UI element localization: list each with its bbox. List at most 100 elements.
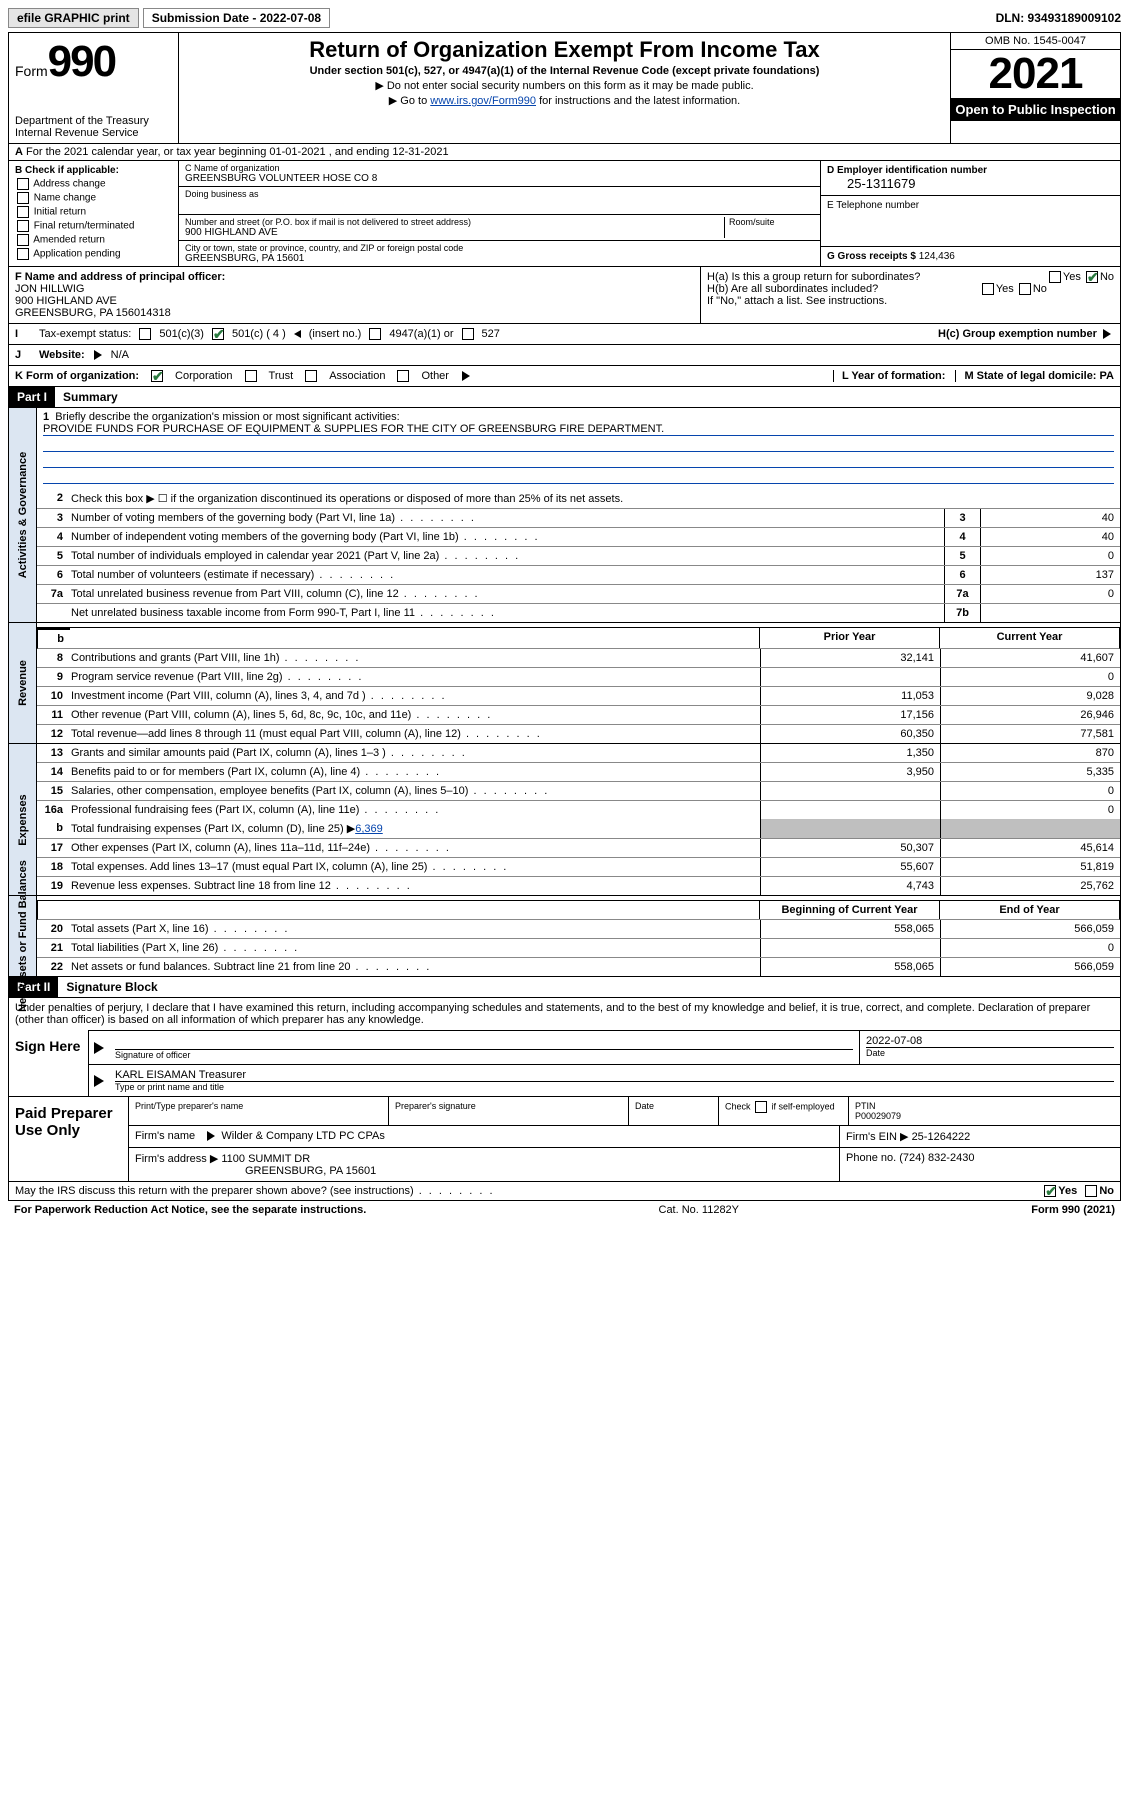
form-header: Form990 Department of the Treasury Inter… xyxy=(8,32,1121,144)
prior-val: 17,156 xyxy=(760,706,940,724)
cb-501c3[interactable] xyxy=(139,328,151,340)
cb-self-employed[interactable] xyxy=(755,1101,767,1113)
signature-block: Under penalties of perjury, I declare th… xyxy=(8,998,1121,1097)
officer-addr1: 900 HIGHLAND AVE xyxy=(15,295,694,307)
current-val: 0 xyxy=(940,668,1120,686)
sign-here-label: Sign Here xyxy=(9,1030,89,1096)
dba-label: Doing business as xyxy=(185,189,814,199)
prior-val xyxy=(760,668,940,686)
room-label: Room/suite xyxy=(724,217,814,238)
cb-name-change[interactable]: Name change xyxy=(15,192,172,204)
ptin-cell: PTINP00029079 xyxy=(849,1097,1120,1125)
line1-text: Briefly describe the organization's miss… xyxy=(55,411,399,423)
rev-line-text: Contributions and grants (Part VIII, lin… xyxy=(69,649,760,667)
cb-association[interactable] xyxy=(305,370,317,382)
ha-question: H(a) Is this a group return for subordin… xyxy=(707,271,1114,283)
cb-discuss-yes[interactable] xyxy=(1044,1185,1056,1197)
line16b: Total fundraising expenses (Part IX, col… xyxy=(69,819,760,838)
gov-line-text: Total unrelated business revenue from Pa… xyxy=(69,585,944,603)
cb-app-pending[interactable]: Application pending xyxy=(15,248,172,260)
state-domicile: M State of legal domicile: PA xyxy=(955,370,1114,382)
org-name: GREENSBURG VOLUNTEER HOSE CO 8 xyxy=(185,173,814,184)
gov-line-text: Number of independent voting members of … xyxy=(69,528,944,546)
gov-line-val: 40 xyxy=(980,528,1120,546)
rev-line-text: Total revenue—add lines 8 through 11 (mu… xyxy=(69,725,760,743)
prior-year-hdr: Prior Year xyxy=(759,628,939,648)
cb-discuss-no[interactable] xyxy=(1085,1185,1097,1197)
prior-val: 11,053 xyxy=(760,687,940,705)
sig-date: 2022-07-08 xyxy=(866,1035,1114,1047)
firm-addr-cell: Firm's address ▶ 1100 SUMMIT DR GREENSBU… xyxy=(129,1148,840,1181)
cb-527[interactable] xyxy=(462,328,474,340)
prior-val: 32,141 xyxy=(760,649,940,667)
typed-name-label: Type or print name and title xyxy=(115,1081,1114,1092)
prior-val: 55,607 xyxy=(760,858,940,876)
irs-label: Internal Revenue Service xyxy=(15,127,172,139)
current-val: 0 xyxy=(940,801,1120,819)
insert-arrow-icon xyxy=(294,330,301,338)
exp-line-text: Grants and similar amounts paid (Part IX… xyxy=(69,744,760,762)
col-b-header: B Check if applicable: xyxy=(15,165,172,176)
form-number: 990 xyxy=(48,37,115,86)
current-val: 77,581 xyxy=(940,725,1120,743)
arrow-icon xyxy=(94,1042,104,1054)
row-i-tax-status: I Tax-exempt status: 501(c)(3) 501(c) ( … xyxy=(8,324,1121,345)
cb-other[interactable] xyxy=(397,370,409,382)
vtab-revenue: Revenue xyxy=(17,660,29,706)
cb-amended-return[interactable]: Amended return xyxy=(15,234,172,246)
ssn-note: ▶ Do not enter social security numbers o… xyxy=(185,79,944,92)
footer-discuss: May the IRS discuss this return with the… xyxy=(8,1182,1121,1201)
year-formation: L Year of formation: xyxy=(833,370,946,382)
revenue-block: Revenue bPrior YearCurrent Year 8Contrib… xyxy=(8,623,1121,744)
sig-date-label: Date xyxy=(866,1047,1114,1058)
cb-501c[interactable] xyxy=(212,328,224,340)
instructions-note: ▶ Go to www.irs.gov/Form990 for instruct… xyxy=(185,94,944,107)
gov-line-val: 0 xyxy=(980,547,1120,565)
cb-4947[interactable] xyxy=(369,328,381,340)
cb-trust[interactable] xyxy=(245,370,257,382)
net-line-text: Net assets or fund balances. Subtract li… xyxy=(69,958,760,976)
current-val: 45,614 xyxy=(940,839,1120,857)
cb-address-change[interactable]: Address change xyxy=(15,178,172,190)
arrow-icon xyxy=(94,1075,104,1087)
row-j-website: J Website: N/A xyxy=(8,345,1121,366)
prior-val: 1,350 xyxy=(760,744,940,762)
rev-line-text: Program service revenue (Part VIII, line… xyxy=(69,668,760,686)
phone-label: E Telephone number xyxy=(827,200,1114,211)
vtab-expenses: Expenses xyxy=(17,794,29,845)
begin-val: 558,065 xyxy=(760,920,940,938)
begin-year-hdr: Beginning of Current Year xyxy=(759,901,939,919)
prior-val xyxy=(760,782,940,800)
block-fh: F Name and address of principal officer:… xyxy=(8,267,1121,324)
net-assets-block: Net Assets or Fund Balances Beginning of… xyxy=(8,896,1121,977)
link-16b-amt[interactable]: 6,369 xyxy=(355,823,383,835)
prep-date-hdr: Date xyxy=(629,1097,719,1125)
prior-val: 60,350 xyxy=(760,725,940,743)
irs-link[interactable]: www.irs.gov/Form990 xyxy=(430,95,536,107)
hc-label: H(c) Group exemption number xyxy=(938,328,1114,340)
gov-line-val: 40 xyxy=(980,509,1120,527)
prior-val: 4,743 xyxy=(760,877,940,895)
exp-line-text: Total expenses. Add lines 13–17 (must eq… xyxy=(69,858,760,876)
submission-date: Submission Date - 2022-07-08 xyxy=(143,8,330,28)
addr-label: Number and street (or P.O. box if mail i… xyxy=(185,217,724,227)
current-val: 25,762 xyxy=(940,877,1120,895)
row-klm: K Form of organization: Corporation Trus… xyxy=(8,366,1121,387)
row-a-tax-year: A For the 2021 calendar year, or tax yea… xyxy=(8,144,1121,161)
firm-phone-cell: Phone no. (724) 832-2430 xyxy=(840,1148,1120,1181)
website-value: N/A xyxy=(111,349,129,361)
cb-final-return[interactable]: Final return/terminated xyxy=(15,220,172,232)
tax-year: 2021 xyxy=(951,50,1120,98)
current-val: 9,028 xyxy=(940,687,1120,705)
form-label: Form xyxy=(15,63,48,79)
part-i-header: Part I Summary xyxy=(8,387,1121,408)
topbar: efile GRAPHIC print Submission Date - 20… xyxy=(8,8,1121,28)
firm-ein-cell: Firm's EIN ▶ 25-1264222 xyxy=(840,1126,1120,1147)
cb-initial-return[interactable]: Initial return xyxy=(15,206,172,218)
cb-corporation[interactable] xyxy=(151,370,163,382)
net-line-text: Total assets (Part X, line 16) xyxy=(69,920,760,938)
exp-line-text: Salaries, other compensation, employee b… xyxy=(69,782,760,800)
prior-val xyxy=(760,801,940,819)
exp-line-text: Other expenses (Part IX, column (A), lin… xyxy=(69,839,760,857)
efile-button[interactable]: efile GRAPHIC print xyxy=(8,8,139,28)
